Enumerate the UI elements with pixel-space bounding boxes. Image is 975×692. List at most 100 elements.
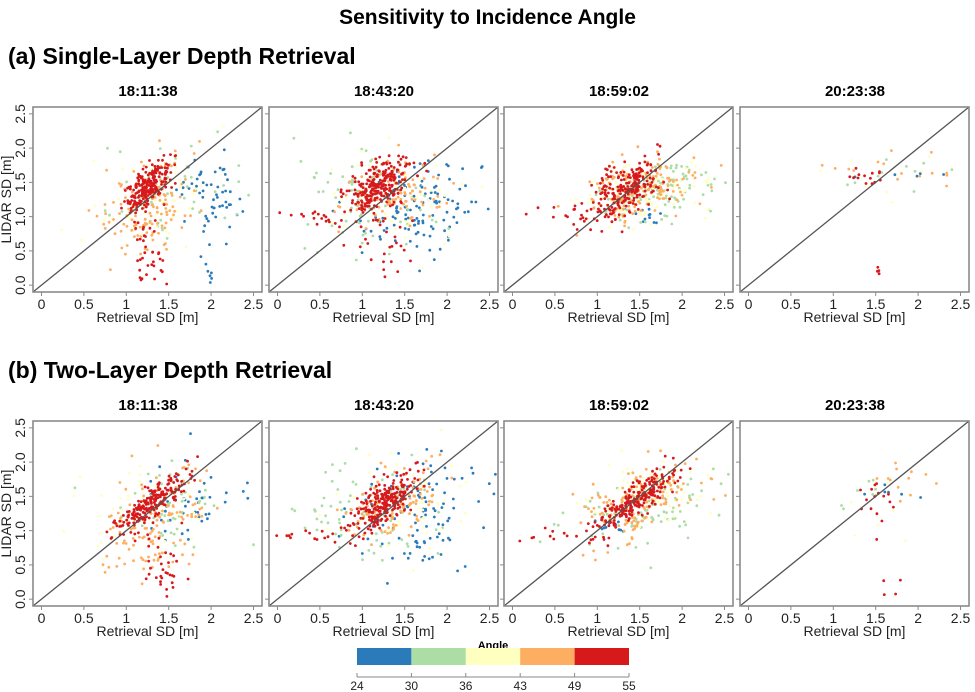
data-point [588,541,591,545]
data-point [394,227,397,231]
data-point [382,473,386,476]
data-point [518,539,522,543]
data-point [640,513,644,517]
data-point [674,214,678,218]
data-point [442,502,445,505]
data-point [133,532,137,536]
data-point [869,507,873,511]
data-point [616,195,619,199]
data-point [138,225,142,229]
data-point [613,197,617,201]
data-point [146,472,150,476]
data-point [147,516,151,520]
data-point [395,491,399,494]
data-point [162,521,166,524]
data-point [596,210,600,214]
data-point [224,200,228,204]
x-tick-label: 1.5 [630,610,650,626]
data-point [487,482,491,485]
data-point [161,551,164,555]
data-point [130,218,134,222]
data-point [92,159,96,162]
data-point [408,552,412,555]
data-point [360,251,364,255]
data-point [659,449,662,453]
data-point [423,186,427,190]
data-point [247,193,251,197]
data-point [155,524,159,527]
data-point [880,171,884,174]
data-point [127,207,131,211]
data-point [439,527,443,531]
data-point [415,545,419,549]
data-point [141,256,144,260]
data-point [377,483,381,487]
data-point [662,460,665,464]
data-point [650,479,653,483]
data-point [393,239,397,243]
data-point [420,179,424,183]
data-point [625,501,629,504]
data-point [882,162,886,166]
data-point [150,163,154,167]
data-point [356,164,359,167]
data-point [300,212,303,216]
data-point [164,180,168,184]
data-point [665,166,669,170]
data-point [623,490,627,494]
data-point [131,205,135,208]
data-point [108,213,111,217]
data-point [130,199,134,202]
data-point [363,521,367,525]
data-point [384,168,388,172]
data-point [605,501,609,504]
data-point [221,168,225,172]
data-point [877,269,881,272]
data-point [151,528,155,531]
data-point [575,234,579,237]
data-point [641,476,645,480]
data-point [452,181,455,185]
data-point [168,209,172,212]
data-point [693,176,697,180]
data-point [323,536,327,540]
data-point [147,572,151,576]
data-point [819,169,823,173]
data-point [643,220,647,224]
one-to-one-line [503,420,734,607]
data-point [387,503,391,507]
panel-title: 20:23:38 [824,397,886,414]
data-point [127,524,130,527]
data-point [153,165,157,168]
data-point [377,180,381,184]
data-point [339,528,343,532]
data-point [364,506,368,509]
data-point [187,463,191,467]
data-point [387,486,391,490]
data-point [613,522,617,525]
data-point [356,200,360,204]
data-point [589,538,593,542]
x-axis-label: Retrieval SD [m] [804,623,906,639]
data-point [206,517,209,521]
data-point [138,464,142,468]
data-point [594,190,598,194]
data-point [72,494,76,498]
data-point [437,173,440,177]
data-point [341,175,345,178]
x-tick-label: 1.5 [159,296,179,312]
data-point [664,502,668,506]
data-point [415,499,418,502]
data-point [412,480,416,484]
data-point [608,507,612,511]
data-points [278,131,490,279]
data-point [640,186,643,190]
data-point [351,522,355,525]
data-point [143,527,147,530]
data-point [145,248,149,252]
data-point [395,241,398,245]
data-point [619,171,623,174]
data-point [656,162,660,166]
data-point [322,496,326,500]
